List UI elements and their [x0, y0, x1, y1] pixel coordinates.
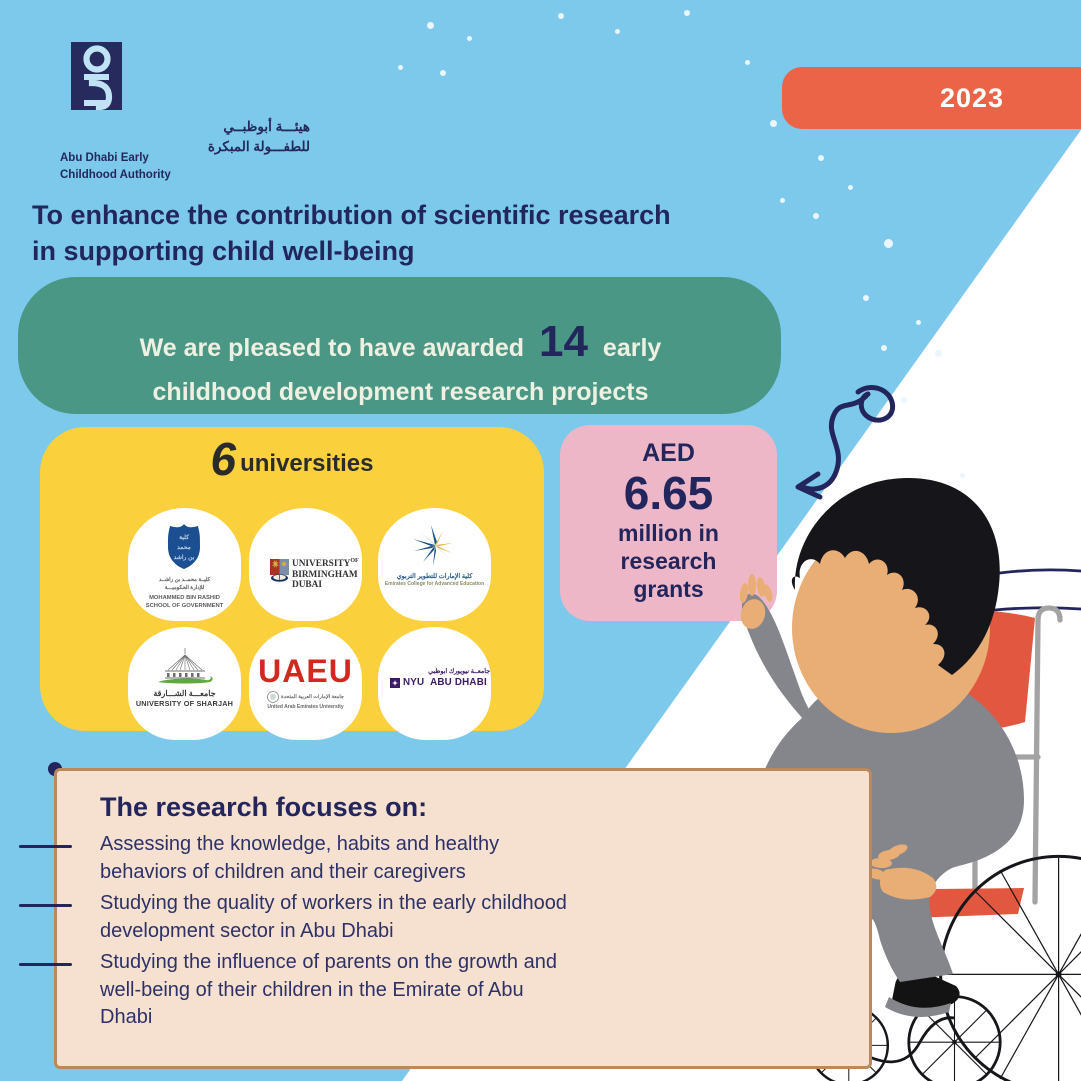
svg-text:بن راشد: بن راشد	[174, 554, 195, 561]
svg-text:كلية: كلية	[179, 534, 189, 541]
svg-text:محمد: محمد	[177, 545, 191, 551]
